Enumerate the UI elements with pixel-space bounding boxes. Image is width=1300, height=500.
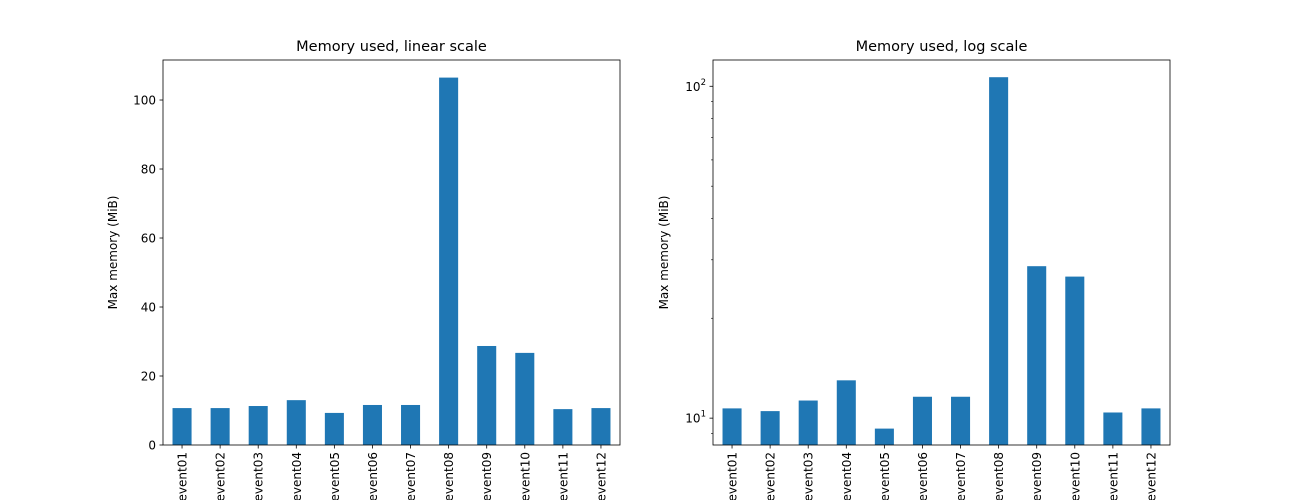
y-tick-label: 20 <box>141 370 156 384</box>
x-tick-label: event04 <box>840 452 854 500</box>
x-tick-label: event03 <box>252 452 266 500</box>
bar-event03 <box>248 406 268 445</box>
bar-event03 <box>798 400 818 445</box>
x-tick-label: event01 <box>176 452 190 500</box>
bar-event08 <box>439 77 459 445</box>
x-tick-label: event07 <box>404 452 418 500</box>
x-tick-label: event08 <box>992 452 1006 500</box>
bar-event02 <box>210 408 230 445</box>
bar-event09 <box>1027 266 1047 445</box>
bar-event05 <box>324 412 344 445</box>
bar-event05 <box>874 428 894 445</box>
x-tick-label: event10 <box>518 452 532 500</box>
y-tick-label: 0 <box>148 439 156 453</box>
bar-event06 <box>912 396 932 445</box>
x-tick-label: event02 <box>214 452 228 500</box>
bar-event11 <box>1103 412 1123 445</box>
x-tick-label: event09 <box>1030 452 1044 500</box>
linear-scale-chart: Memory used, linear scale Max memory (Mi… <box>106 39 621 500</box>
bar-event04 <box>286 400 306 445</box>
chart-title: Memory used, log scale <box>856 39 1028 55</box>
y-tick-label: 101 <box>685 410 706 426</box>
y-axis-label: Max memory (MiB) <box>657 196 671 310</box>
y-tick-label: 40 <box>141 301 156 315</box>
axes-frame <box>162 59 621 446</box>
bar-event10 <box>515 352 535 445</box>
x-tick-label: event12 <box>1144 452 1158 500</box>
x-tick-label: event01 <box>726 452 740 500</box>
bar-event01 <box>722 408 742 445</box>
bar-event07 <box>951 396 971 445</box>
bar-event04 <box>836 380 856 445</box>
bar-event06 <box>362 404 382 445</box>
log-scale-chart: Memory used, log scale Max memory (MiB) … <box>657 39 1171 500</box>
y-tick-label: 100 <box>133 94 156 108</box>
bar-event09 <box>477 345 497 445</box>
x-tick-label: event09 <box>480 452 494 500</box>
bar-event12 <box>591 408 611 445</box>
y-axis-label: Max memory (MiB) <box>106 196 120 310</box>
x-tick-label: event05 <box>328 452 342 500</box>
y-tick-label: 60 <box>141 232 156 246</box>
x-tick-label: event06 <box>916 452 930 500</box>
x-tick-label: event05 <box>878 452 892 500</box>
bar-event01 <box>172 408 192 445</box>
x-tick-label: event07 <box>954 452 968 500</box>
bar-event07 <box>401 404 421 445</box>
x-tick-label: event10 <box>1068 452 1082 500</box>
bar-event02 <box>760 411 780 445</box>
x-tick-label: event02 <box>764 452 778 500</box>
x-tick-label: event12 <box>594 452 608 500</box>
axes-frame <box>712 59 1171 446</box>
x-tick-label: event08 <box>442 452 456 500</box>
bar-event08 <box>989 77 1009 446</box>
x-tick-label: event11 <box>556 452 570 500</box>
bar-event10 <box>1065 276 1085 445</box>
x-tick-label: event06 <box>366 452 380 500</box>
bar-event11 <box>553 409 573 445</box>
x-tick-label: event04 <box>290 452 304 500</box>
x-tick-label: event11 <box>1106 452 1120 500</box>
bar-event12 <box>1141 408 1161 445</box>
chart-title: Memory used, linear scale <box>296 39 487 55</box>
y-tick-label: 80 <box>141 163 156 177</box>
x-tick-label: event03 <box>802 452 816 500</box>
y-tick-label: 102 <box>685 78 706 94</box>
